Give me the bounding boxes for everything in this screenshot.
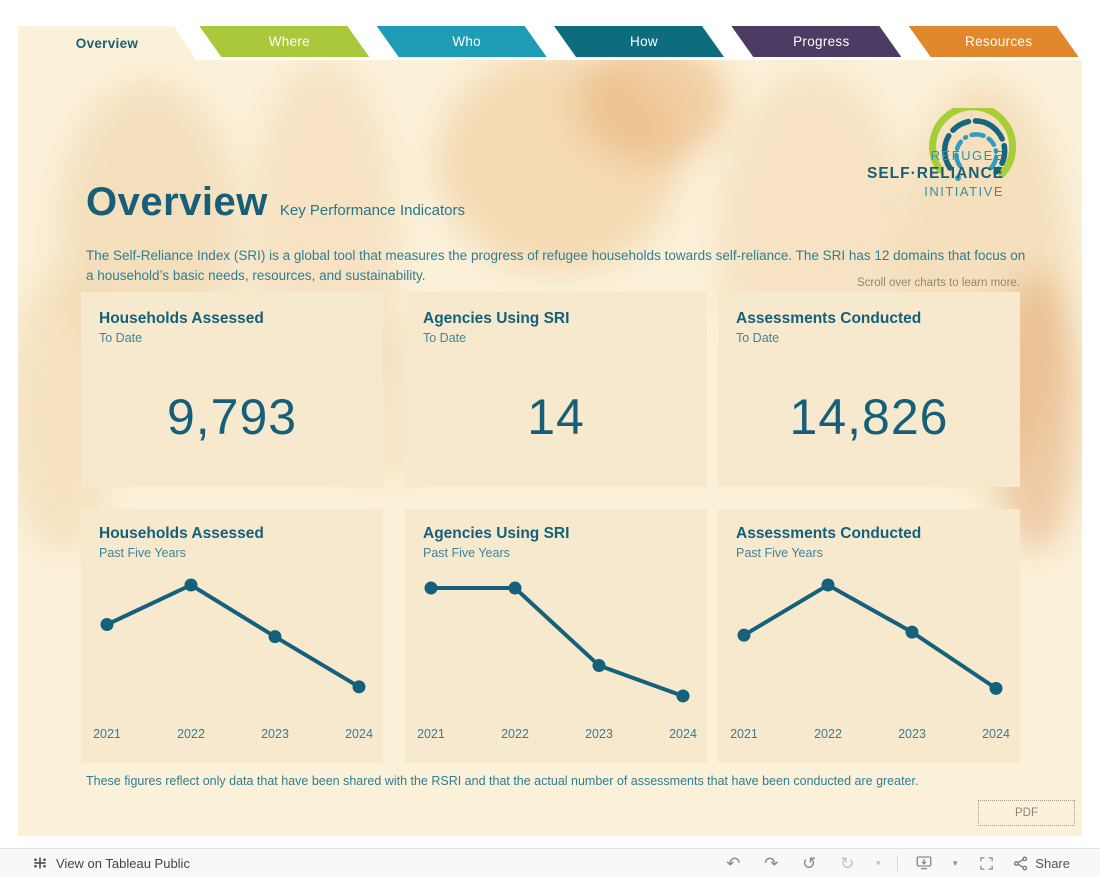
share-icon bbox=[1014, 856, 1028, 870]
line-chart[interactable] bbox=[718, 569, 1020, 709]
tableau-logo-icon bbox=[34, 857, 46, 869]
year-tick-label: 2022 bbox=[814, 727, 842, 741]
year-tick-label: 2023 bbox=[585, 727, 613, 741]
chart-subtitle: Past Five Years bbox=[99, 546, 186, 560]
share-label: Share bbox=[1035, 855, 1070, 871]
year-tick-label: 2022 bbox=[177, 727, 205, 741]
download-caret-icon[interactable]: ▾ bbox=[953, 857, 958, 868]
data-point[interactable] bbox=[821, 578, 835, 592]
logo-arcs-icon bbox=[929, 108, 1017, 181]
kpi-title: Assessments Conducted bbox=[736, 310, 922, 327]
page-subtitle: Key Performance Indicators bbox=[279, 202, 465, 219]
pdf-download-button[interactable]: PDF bbox=[978, 800, 1075, 826]
replay-speed-caret-icon[interactable]: ▾ bbox=[876, 857, 881, 868]
year-tick-label: 2024 bbox=[345, 727, 373, 741]
toolbar-divider bbox=[897, 855, 899, 871]
fullscreen-icon[interactable] bbox=[974, 852, 998, 874]
hover-hint-text: Scroll over charts to learn more. bbox=[857, 277, 1020, 289]
kpi-value: 14 bbox=[527, 389, 585, 445]
tab-overview[interactable]: Overview bbox=[18, 26, 196, 60]
kpi-value: 9,793 bbox=[166, 389, 298, 445]
view-on-tableau-public-link[interactable]: View on Tableau Public bbox=[32, 855, 190, 871]
tableau-toolbar: View on Tableau Public ↶ ↷ ↺ ↻ ▾ ▾ bbox=[0, 848, 1100, 877]
watercolor-figure bbox=[438, 52, 678, 272]
footnote-text: These figures reflect only data that hav… bbox=[86, 774, 919, 788]
download-icon[interactable] bbox=[912, 852, 936, 874]
x-axis-labels: 2021 2022 2023 2024 bbox=[405, 727, 707, 747]
tab-where[interactable]: Where bbox=[199, 26, 369, 57]
chart-subtitle: Past Five Years bbox=[423, 546, 510, 560]
year-tick-label: 2024 bbox=[982, 727, 1010, 741]
tab-resources[interactable]: Resources bbox=[909, 26, 1079, 57]
year-tick-label: 2021 bbox=[730, 727, 758, 741]
chart-card-households[interactable]: Households Assessed Past Five Years 2021… bbox=[81, 509, 383, 763]
share-button[interactable]: Share bbox=[1012, 855, 1070, 872]
kpi-value: 14,826 bbox=[789, 389, 949, 445]
kpi-period: To Date bbox=[423, 331, 467, 345]
redo-icon[interactable]: ↷ bbox=[764, 853, 779, 873]
year-tick-label: 2023 bbox=[261, 727, 289, 741]
line-chart[interactable] bbox=[81, 569, 383, 709]
kpi-card-assessments[interactable]: Assessments Conducted To Date 14,826 bbox=[718, 292, 1020, 487]
data-point[interactable] bbox=[268, 630, 282, 644]
rsri-logo: REFUGEE SELF·RELIANCE INITIATIVE bbox=[847, 108, 1032, 212]
kpi-title: Households Assessed bbox=[99, 310, 264, 327]
data-point[interactable] bbox=[352, 680, 366, 694]
year-tick-label: 2023 bbox=[898, 727, 926, 741]
kpi-card-agencies[interactable]: Agencies Using SRI To Date 14 bbox=[405, 292, 707, 487]
x-axis-labels: 2021 2022 2023 2024 bbox=[81, 727, 383, 747]
data-point[interactable] bbox=[737, 628, 751, 642]
chart-card-assessments[interactable]: Assessments Conducted Past Five Years 20… bbox=[718, 509, 1020, 763]
watercolor-figure bbox=[578, 42, 728, 162]
toolbar-buttons: ↶ ↷ ↺ ↻ ▾ ▾ bbox=[721, 852, 1070, 874]
year-tick-label: 2021 bbox=[417, 727, 445, 741]
tab-strip: Overview Where Who How Progress Resource… bbox=[18, 22, 1082, 60]
year-tick-label: 2024 bbox=[669, 727, 697, 741]
data-point[interactable] bbox=[905, 625, 919, 639]
line-chart[interactable] bbox=[405, 569, 707, 709]
kpi-period: To Date bbox=[736, 331, 780, 345]
page-title: Overview bbox=[86, 180, 268, 224]
data-point[interactable] bbox=[989, 681, 1003, 695]
tab-progress[interactable]: Progress bbox=[731, 26, 901, 57]
data-point[interactable] bbox=[424, 581, 438, 595]
year-tick-label: 2021 bbox=[93, 727, 121, 741]
x-axis-labels: 2021 2022 2023 2024 bbox=[718, 727, 1020, 747]
chart-subtitle: Past Five Years bbox=[736, 546, 823, 560]
reset-icon[interactable]: ↺ bbox=[802, 853, 817, 873]
replay-icon[interactable]: ↻ bbox=[840, 853, 855, 873]
header: Overview Key Performance Indicators bbox=[86, 180, 465, 225]
kpi-card-households[interactable]: Households Assessed To Date 9,793 bbox=[81, 292, 383, 487]
kpi-period: To Date bbox=[99, 331, 143, 345]
logo-line-refugee: REFUGEE bbox=[930, 148, 1004, 163]
data-point[interactable] bbox=[508, 581, 522, 595]
dashboard-canvas: Overview Where Who How Progress Resource… bbox=[18, 22, 1082, 836]
data-point[interactable] bbox=[592, 659, 606, 673]
logo-wordmark: REFUGEE SELF·RELIANCE INITIATIVE bbox=[867, 148, 1004, 200]
logo-line-self-reliance: SELF·RELIANCE bbox=[867, 165, 1004, 183]
logo-line-initiative: INITIATIVE bbox=[924, 183, 1004, 199]
tab-how[interactable]: How bbox=[554, 26, 724, 57]
chart-card-agencies[interactable]: Agencies Using SRI Past Five Years 2021 2… bbox=[405, 509, 707, 763]
chart-title: Households Assessed bbox=[99, 525, 264, 542]
tab-who[interactable]: Who bbox=[377, 26, 547, 57]
view-on-label: View on Tableau Public bbox=[56, 855, 190, 871]
kpi-title: Agencies Using SRI bbox=[423, 310, 570, 327]
chart-title: Agencies Using SRI bbox=[423, 525, 570, 542]
data-point[interactable] bbox=[676, 689, 690, 703]
data-point[interactable] bbox=[100, 618, 114, 632]
year-tick-label: 2022 bbox=[501, 727, 529, 741]
description-text: The Self-Reliance Index (SRI) is a globa… bbox=[86, 248, 1026, 283]
chart-title: Assessments Conducted bbox=[736, 525, 922, 542]
data-point[interactable] bbox=[184, 578, 198, 592]
undo-icon[interactable]: ↶ bbox=[726, 853, 741, 873]
